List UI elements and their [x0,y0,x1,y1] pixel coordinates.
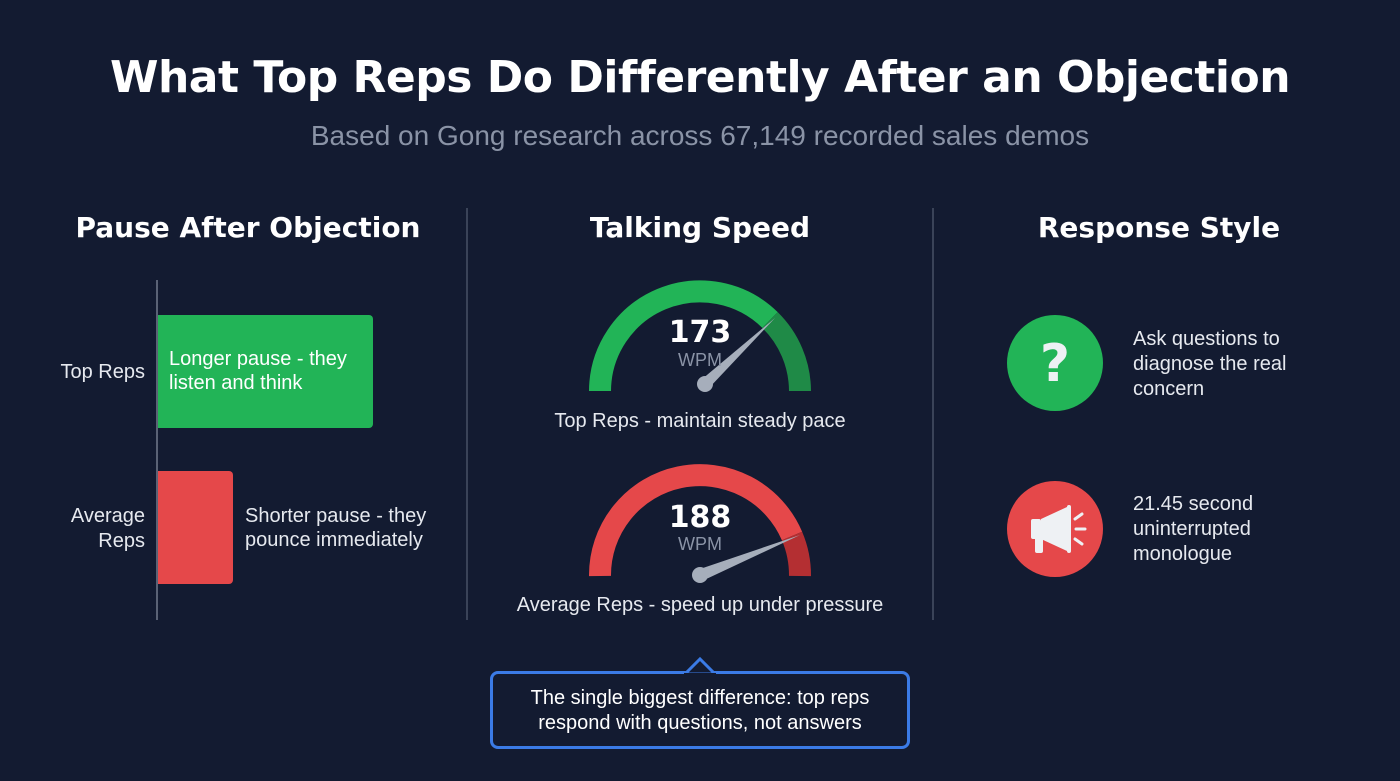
callout-pointer [684,656,716,676]
svg-text:?: ? [1040,334,1070,394]
average-reps-bar-text: Shorter pause - they pounce immediately [245,505,427,551]
pause-heading: Pause After Objection [75,211,421,244]
average-reps-wpm-value: 188 [668,500,732,535]
gauge-needle [697,535,800,581]
style-item-questions: Ask questions to diagnose the real conce… [1133,328,1287,400]
top-reps-gauge [589,280,811,392]
top-reps-wpm-unit: WPM [678,350,722,370]
gauge-arc [588,464,803,577]
style-item-monologue: 21.45 second uninterrupted monologue [1133,493,1254,565]
divider [932,208,934,620]
key-takeaway-callout: The single biggest difference: top reps … [490,671,910,749]
average-reps-bar [158,471,233,584]
gauge-arc-end [762,312,811,392]
average-reps-speed-caption: Average Reps - speed up under pressure [516,594,884,616]
top-reps-speed-caption: Top Reps - maintain steady pace [554,410,846,432]
needle-hub [697,376,713,392]
question-icon: ? [1007,315,1103,411]
page-title: What Top Reps Do Differently After an Ob… [109,52,1291,103]
average-reps-gauge [588,464,811,583]
average-reps-wpm-unit: WPM [678,534,722,554]
callout-text: The single biggest difference: top reps … [530,687,870,734]
page-subtitle: Based on Gong research across 67,149 rec… [310,120,1090,151]
speed-heading: Talking Speed [589,211,811,244]
average-reps-label-text: Average Reps [70,505,145,552]
needle-hub [692,567,708,583]
megaphone-icon [1007,481,1103,577]
axis-line [156,280,158,620]
top-reps-bar-text: Longer pause - they listen and think [169,348,347,394]
divider [466,208,468,620]
gauge-arc [589,280,778,392]
gauge-needle [701,318,775,388]
top-reps-label: Top Reps [60,361,146,383]
gauge-arc-end [781,531,811,577]
top-reps-wpm-value: 173 [668,315,732,350]
top-reps-bar: Longer pause - they listen and think [158,315,373,428]
average-reps-label: Average Reps [20,504,145,554]
style-heading: Response Style [1037,211,1281,244]
